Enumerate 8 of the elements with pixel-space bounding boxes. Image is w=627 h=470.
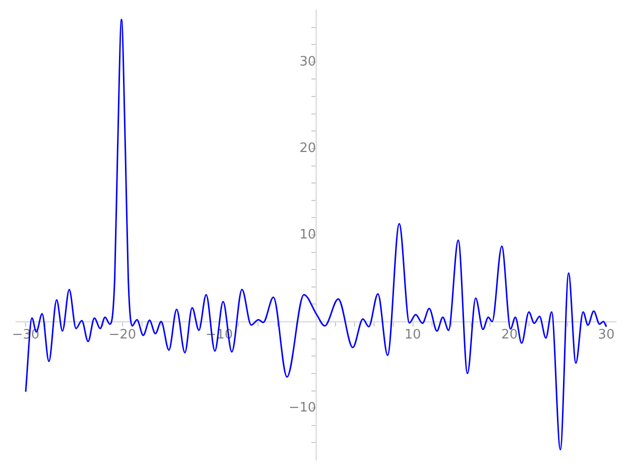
x-tick-label: −20 (108, 328, 136, 343)
y-tick-label: 10 (299, 227, 316, 242)
x-tick-label: 30 (598, 328, 615, 343)
y-tick-label: 30 (299, 54, 316, 70)
x-tick-label: 20 (501, 328, 518, 343)
y-tick-label: −10 (288, 400, 316, 416)
x-tick-label: 10 (404, 328, 422, 343)
y-tick-label: 20 (299, 140, 316, 156)
